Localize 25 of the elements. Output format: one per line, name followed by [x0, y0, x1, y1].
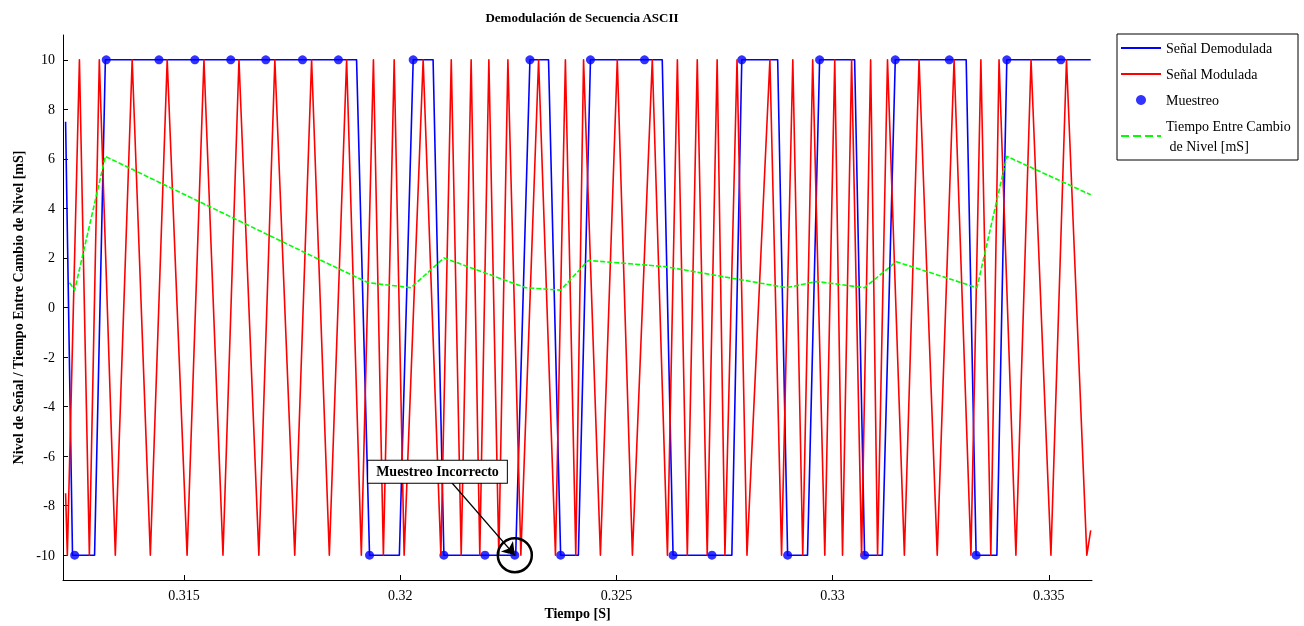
y-tick-label: 2 — [48, 250, 55, 266]
annotation: Muestreo Incorrecto — [376, 464, 499, 480]
y-tick-label: -4 — [43, 399, 55, 415]
y-tick-label: 8 — [48, 101, 55, 117]
y-tick-label: -10 — [36, 547, 55, 563]
y-tick-label: 0 — [48, 300, 55, 315]
y-tick-label: 10 — [41, 52, 55, 68]
x-tick-label: 0.33 — [820, 587, 845, 603]
legend-label: Tiempo Entre Cambio de Nivel [mS] — [1166, 118, 1291, 154]
x-tick-label: 0.335 — [1033, 587, 1065, 603]
y-tick-label: -2 — [43, 349, 55, 365]
y-tick-label: 6 — [48, 151, 55, 167]
y-tick-label: 4 — [48, 200, 55, 216]
x-tick-label: 0.315 — [168, 587, 200, 603]
x-tick-label: 0.32 — [387, 587, 413, 603]
legend-label: Señal Modulada — [1166, 66, 1259, 82]
legend-label: Muestreo — [1166, 92, 1219, 108]
chart-title: Demodulación de Secuencia ASCII — [485, 10, 679, 25]
x-tick-label: 0.325 — [600, 587, 633, 603]
y-tick-label: -8 — [43, 498, 55, 514]
y-axis-title: Nivel de Señal / Tiempo Entre Cambio de Nivel [mS] — [10, 150, 26, 465]
y-tick-label: -6 — [43, 448, 55, 464]
x-axis-title: Tiempo [S] — [544, 606, 611, 622]
legend-label: Señal Demodulada — [1166, 40, 1273, 56]
line-series — [68, 155, 1092, 291]
